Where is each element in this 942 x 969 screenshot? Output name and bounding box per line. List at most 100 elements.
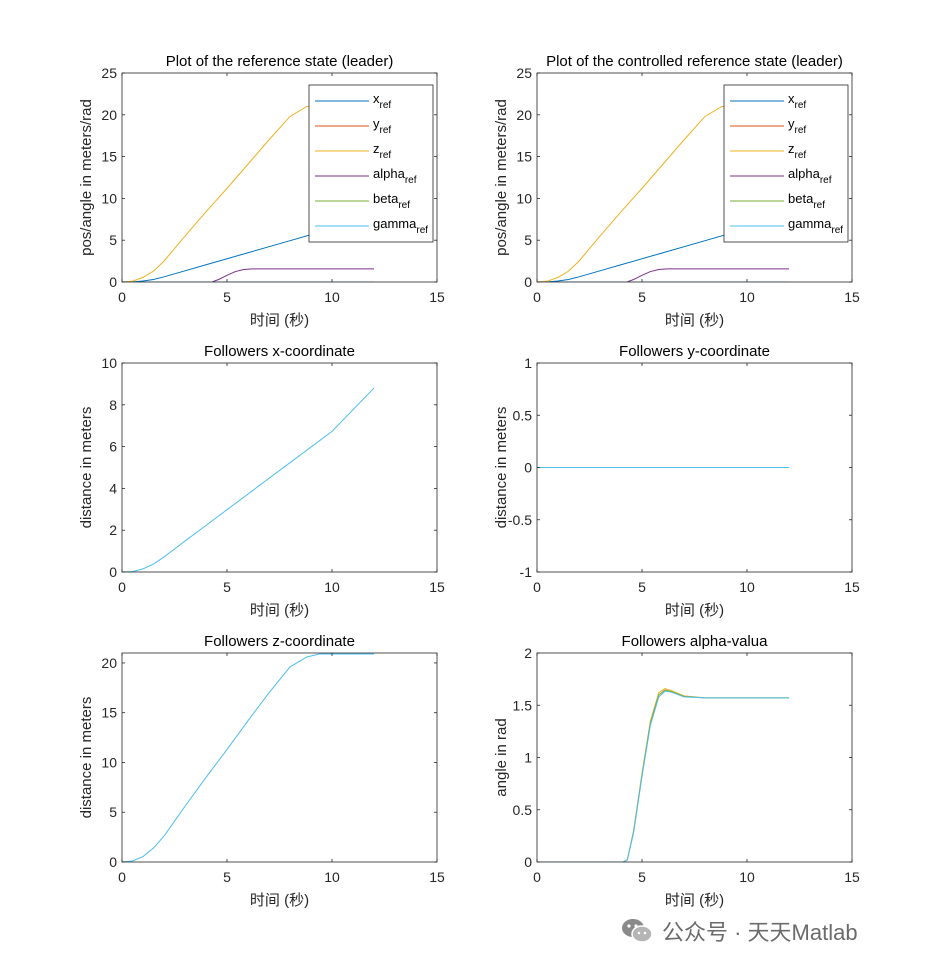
x-tick-label: 5 xyxy=(638,869,646,885)
series-line-x xyxy=(122,387,375,572)
plot-area xyxy=(537,653,852,862)
plot-area xyxy=(122,363,437,572)
series-line-z xyxy=(122,653,374,862)
y-axis-label: distance in meters xyxy=(78,697,95,819)
plot-area xyxy=(122,653,437,862)
wechat-icon xyxy=(622,919,653,943)
y-tick-label: 0 xyxy=(524,274,532,290)
x-tick-label: 10 xyxy=(739,579,755,595)
y-tick-label: 15 xyxy=(101,149,117,165)
x-tick-label: 15 xyxy=(429,579,445,595)
legend-entry: xref xyxy=(788,91,806,111)
y-axis-label: distance in meters xyxy=(78,407,95,529)
y-tick-label: 15 xyxy=(101,705,117,721)
chart-title: Followers x-coordinate xyxy=(204,343,355,360)
chart-6: 0 5 10 15 0 0.5 1 1.5 2 Followers alpha-valua 时间 (… xyxy=(493,633,860,909)
chart-title: Plot of the reference state (leader) xyxy=(166,53,394,70)
y-tick-label: 2 xyxy=(524,645,532,661)
y-tick-label: 0 xyxy=(524,854,532,870)
chart-1: 0 5 10 15 0 5 10 15 20 25 Plot of the reference st… xyxy=(78,53,445,329)
y-tick-label: 25 xyxy=(516,65,532,81)
x-tick-label: 0 xyxy=(118,579,126,595)
x-axis-label: 时间 (秒) xyxy=(250,602,309,619)
chart-title: Followers alpha-valua xyxy=(622,633,769,650)
legend-entry: betaref xyxy=(373,191,410,211)
legend: xref yref zref alpharef betaref gammaref xyxy=(723,84,849,243)
x-tick-label: 15 xyxy=(429,289,445,305)
x-tick-label: 5 xyxy=(638,579,646,595)
x-tick-label: 5 xyxy=(223,289,231,305)
x-tick-label: 15 xyxy=(429,869,445,885)
legend-entry: gammaref xyxy=(373,216,428,236)
x-tick-label: 15 xyxy=(844,579,860,595)
y-tick-label: 20 xyxy=(516,107,532,123)
x-axis-label: 时间 (秒) xyxy=(250,312,309,329)
x-axis-label: 时间 (秒) xyxy=(665,892,724,909)
x-tick-label: 10 xyxy=(739,289,755,305)
chart-title: Followers y-coordinate xyxy=(619,343,770,360)
y-tick-label: 15 xyxy=(516,149,532,165)
x-tick-label: 10 xyxy=(324,869,340,885)
legend-entry: yref xyxy=(788,116,806,136)
legend-entry: alpharef xyxy=(788,166,832,186)
y-tick-label: 6 xyxy=(109,439,117,455)
legend-entry: xref xyxy=(373,91,391,111)
y-tick-label: 0 xyxy=(109,854,117,870)
series-line-x_ref xyxy=(122,216,375,282)
chart-title: Followers z-coordinate xyxy=(204,633,355,650)
y-tick-label: 5 xyxy=(109,232,117,248)
x-tick-label: 15 xyxy=(844,869,860,885)
legend-entry: zref xyxy=(373,141,391,161)
series-line-alpha_3 xyxy=(537,690,789,862)
x-tick-label: 0 xyxy=(533,579,541,595)
y-tick-label: -1 xyxy=(520,564,533,580)
legend-entry: zref xyxy=(788,141,806,161)
y-tick-label: 25 xyxy=(101,65,117,81)
legend: xref yref zref alpharef betaref gammaref xyxy=(308,84,434,243)
y-tick-label: 1.5 xyxy=(513,697,533,713)
y-tick-label: 20 xyxy=(101,107,117,123)
x-tick-label: 5 xyxy=(223,579,231,595)
y-axis-label: pos/angle in meters/rad xyxy=(493,99,510,256)
y-axis-label: angle in rad xyxy=(493,718,510,796)
legend-entry: gammaref xyxy=(788,216,843,236)
legend-entry: yref xyxy=(373,116,391,136)
y-tick-label: 20 xyxy=(101,655,117,671)
watermark: 公众号 · 天天Matlab xyxy=(620,914,858,948)
y-tick-label: 0 xyxy=(109,274,117,290)
y-tick-label: 10 xyxy=(101,355,117,371)
y-tick-label: 5 xyxy=(524,232,532,248)
x-tick-label: 10 xyxy=(324,289,340,305)
x-axis-label: 时间 (秒) xyxy=(665,602,724,619)
legend-entry: betaref xyxy=(788,191,825,211)
y-tick-label: 5 xyxy=(109,804,117,820)
x-tick-label: 10 xyxy=(324,579,340,595)
y-tick-label: 1 xyxy=(524,750,532,766)
y-tick-label: 8 xyxy=(109,397,117,413)
legend-entry: alpharef xyxy=(373,166,417,186)
y-tick-label: 0.5 xyxy=(513,802,533,818)
x-tick-label: 5 xyxy=(638,289,646,305)
x-tick-label: 5 xyxy=(223,869,231,885)
axes-box xyxy=(121,652,438,863)
y-axis-label: distance in meters xyxy=(493,407,510,529)
y-tick-label: 10 xyxy=(101,754,117,770)
legend-box xyxy=(308,84,434,243)
x-tick-label: 0 xyxy=(533,289,541,305)
x-tick-label: 15 xyxy=(844,289,860,305)
series-line-x_ref xyxy=(537,216,790,282)
y-tick-label: 10 xyxy=(516,190,532,206)
axes-box xyxy=(121,362,438,573)
watermark-text: 公众号 · 天天Matlab xyxy=(662,920,858,945)
axes-box xyxy=(121,72,438,283)
chart-2: 0 5 10 15 0 5 10 15 20 25 Plot of the controlled r… xyxy=(493,53,860,329)
x-tick-label: 0 xyxy=(533,869,541,885)
chart-title: Plot of the controlled reference state (… xyxy=(546,53,843,70)
x-axis-label: 时间 (秒) xyxy=(250,892,309,909)
x-tick-label: 0 xyxy=(118,869,126,885)
legend-box xyxy=(723,84,849,243)
axes-box xyxy=(536,72,853,283)
x-axis-label: 时间 (秒) xyxy=(665,312,724,329)
chart-5: 0 5 10 15 0 5 10 15 20 Followers z-coordinate 时间 (… xyxy=(78,633,445,909)
